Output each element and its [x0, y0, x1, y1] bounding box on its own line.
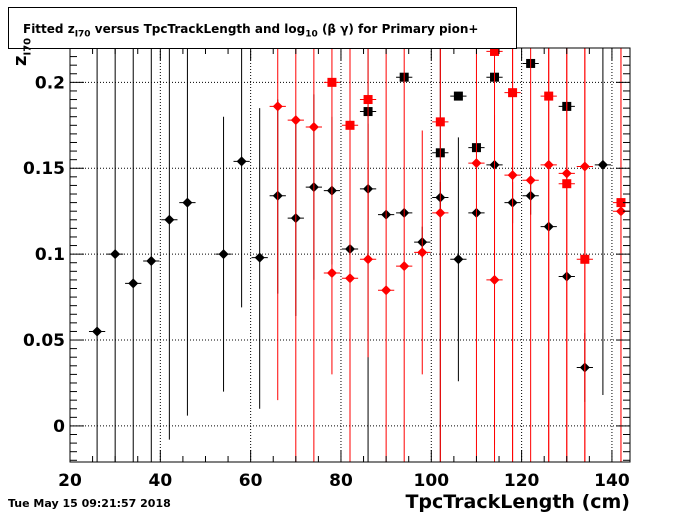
square-marker	[616, 198, 626, 208]
diamond-marker-point	[125, 48, 142, 462]
y-tick-label: 0.2	[35, 73, 65, 93]
diamond-marker	[381, 285, 392, 296]
square-marker-point	[432, 117, 449, 127]
diamond-marker	[182, 197, 193, 208]
diamond-marker-point	[450, 137, 467, 382]
square-marker-point	[558, 48, 575, 462]
square-marker	[580, 254, 590, 264]
diamond-marker	[308, 122, 319, 133]
x-axis-label: TpcTrackLength (cm)	[405, 491, 630, 513]
diamond-marker	[164, 214, 175, 225]
diamond-marker	[471, 158, 482, 169]
diamond-marker-point	[143, 48, 160, 462]
square-marker	[508, 88, 518, 98]
diamond-marker-point	[468, 48, 485, 462]
square-marker	[453, 91, 463, 101]
x-tick-label: 60	[239, 471, 263, 491]
diamond-marker	[128, 278, 139, 289]
x-tick-label: 40	[148, 471, 172, 491]
diamond-marker-point	[251, 108, 268, 409]
diamond-marker-point	[414, 130, 431, 375]
diamond-marker	[236, 156, 247, 167]
diamond-marker-point	[378, 48, 395, 462]
square-marker-point	[450, 91, 467, 101]
square-marker-point	[540, 48, 557, 462]
y-tick-label: 0.15	[23, 159, 65, 179]
square-marker-point	[486, 46, 503, 462]
diamond-marker	[272, 101, 283, 112]
diamond-marker-point	[179, 48, 196, 416]
chart-title: Fitted zI70 versus TpcTrackLength and lo…	[23, 22, 479, 40]
diamond-marker	[435, 207, 446, 218]
x-tick-label: 140	[594, 471, 630, 491]
diamond-marker	[92, 326, 103, 337]
square-marker	[363, 95, 373, 105]
square-marker-point	[359, 48, 377, 220]
x-tick-label: 80	[329, 471, 353, 491]
diamond-marker-point	[432, 48, 449, 462]
timestamp: Tue May 15 09:21:57 2018	[8, 497, 171, 510]
square-marker	[562, 179, 572, 189]
square-marker-point	[323, 77, 341, 87]
diamond-marker-point	[107, 48, 124, 462]
diamond-marker-point	[215, 116, 232, 392]
diamond-marker	[146, 256, 157, 267]
diamond-marker-point	[323, 48, 341, 375]
diamond-marker	[597, 159, 608, 170]
data-points	[88, 46, 630, 462]
square-marker-point	[504, 48, 521, 462]
y-tick-label: 0	[53, 417, 65, 437]
diamond-marker-point	[396, 48, 413, 462]
square-marker	[544, 91, 554, 101]
diamond-marker	[218, 249, 229, 260]
square-marker	[327, 77, 337, 87]
y-tick-label: 0.1	[35, 245, 65, 265]
diamond-marker-point	[305, 48, 322, 462]
x-tick-label: 100	[414, 471, 450, 491]
diamond-marker-point	[269, 48, 286, 401]
diamond-marker	[254, 252, 265, 263]
square-marker	[490, 46, 500, 56]
diamond-marker	[290, 115, 301, 126]
square-marker-point	[576, 48, 593, 462]
diamond-marker-point	[522, 48, 539, 462]
axes: 20 40 60 80 100 120 140 0 0.05 0.1 0.15 0.2	[23, 47, 631, 491]
diamond-marker	[453, 254, 464, 265]
y-tick-label: 0.05	[23, 331, 65, 351]
y-axis-label: zI70	[10, 37, 34, 66]
diamond-marker-point	[161, 48, 178, 440]
diamond-marker-point	[594, 48, 612, 396]
diamond-marker	[363, 254, 374, 265]
diamond-marker	[417, 247, 428, 258]
square-marker	[345, 120, 355, 130]
diamond-marker	[110, 249, 121, 260]
x-tick-label: 20	[58, 471, 82, 491]
diamond-marker-point	[233, 48, 250, 308]
square-marker	[435, 117, 445, 127]
diamond-marker	[525, 175, 536, 186]
diamond-marker	[326, 268, 337, 279]
square-marker-point	[341, 48, 359, 462]
diamond-marker-point	[287, 48, 304, 462]
diamond-marker-point	[88, 48, 106, 462]
x-tick-label: 120	[504, 471, 540, 491]
chart-title-box: Fitted zI70 versus TpcTrackLength and lo…	[8, 7, 517, 49]
diamond-marker	[399, 261, 410, 272]
